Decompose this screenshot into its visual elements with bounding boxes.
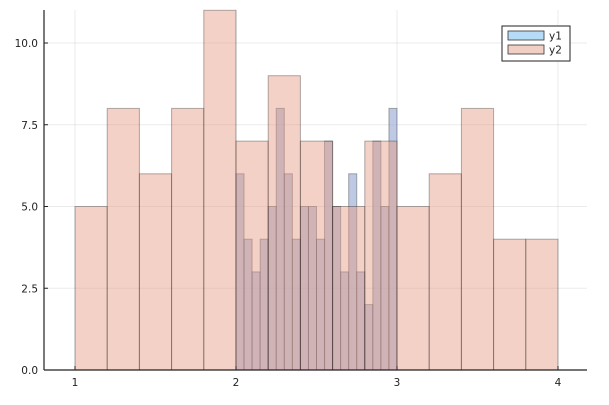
y-axis-ticks: 0.0 2.5 5.0 7.5 10.0	[15, 38, 48, 377]
x-tick-label: 4	[555, 377, 562, 389]
legend-label-y2: y2	[549, 45, 562, 57]
histogram-bar-y2	[74, 206, 108, 371]
legend: y1 y2	[501, 25, 571, 62]
histogram-bar-y2	[460, 107, 495, 371]
histogram-bar-y2	[203, 9, 237, 371]
y-tick-label: 7.5	[21, 120, 38, 132]
histogram-bar-y2	[299, 140, 334, 371]
y-tick-label: 0.0	[21, 365, 38, 377]
legend-label-y1: y1	[549, 31, 562, 43]
histogram-bar-y2	[396, 206, 430, 371]
histogram-bar-y2	[106, 107, 140, 371]
legend-swatch-y2	[507, 44, 545, 55]
histogram-bar-y2	[235, 140, 269, 371]
axes	[43, 10, 587, 371]
x-tick-label: 3	[394, 377, 401, 389]
histogram-bar-y2	[138, 173, 173, 371]
histogram-bar-y2	[493, 238, 527, 371]
histogram-bar-y2	[525, 238, 559, 371]
y-tick-label: 5.0	[21, 202, 38, 214]
x-tick-label: 2	[233, 377, 240, 389]
y-tick-label: 2.5	[21, 283, 38, 295]
legend-swatch-y1	[507, 30, 545, 41]
histogram-bar-y2	[332, 206, 366, 371]
x-tick-label: 1	[72, 377, 79, 389]
histogram-bar-y2	[428, 173, 462, 371]
histogram-bar-y2	[171, 107, 205, 371]
series-y2-bars	[74, 9, 559, 371]
y-tick-label: 10.0	[15, 38, 38, 50]
x-axis-ticks: 1 2 3 4	[72, 366, 562, 389]
histogram-bar-y2	[364, 140, 398, 371]
histogram-bar-y2	[267, 75, 301, 371]
